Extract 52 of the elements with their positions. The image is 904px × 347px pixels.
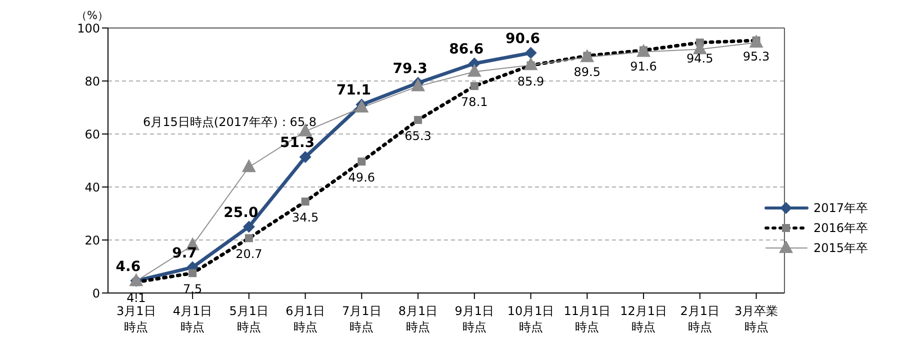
data-label: 85.9 xyxy=(517,74,544,88)
data-label: 86.6 xyxy=(449,42,484,58)
data-label: 65.3 xyxy=(404,128,432,143)
x-tick-label: 7月1日時点 xyxy=(342,304,382,334)
annotation: 6月15日時点(2017年卒)：65.8 xyxy=(143,115,317,129)
x-tick-label: 11月1日時点 xyxy=(564,304,611,334)
y-tick-label: 100 xyxy=(77,21,100,36)
data-label: 34.5 xyxy=(292,210,319,225)
data-label: 90.6 xyxy=(506,30,540,47)
data-label: 49.6 xyxy=(348,170,376,185)
x-tick-label: 2月1日時点 xyxy=(680,304,720,334)
point xyxy=(411,78,426,92)
data-label: 25.0 xyxy=(224,204,258,221)
data-label: 4.6 xyxy=(116,258,141,275)
point xyxy=(692,41,707,54)
x-tick-label: 12月1日時点 xyxy=(620,304,667,334)
data-label: 89.5 xyxy=(574,64,601,79)
legend-label: 2016年卒 xyxy=(813,220,868,236)
data-label: 9.7 xyxy=(172,245,197,262)
y-tick-label: 80 xyxy=(84,74,100,88)
legend-label: 2015年卒 xyxy=(813,240,868,256)
y-tick-label: 20 xyxy=(84,233,100,248)
x-tick-label: 6月1日時点 xyxy=(286,304,325,334)
point xyxy=(524,46,537,59)
data-label: 4.1 xyxy=(126,291,146,306)
data-label: 78.1 xyxy=(461,95,488,110)
point xyxy=(636,44,651,57)
y-tick-label: 40 xyxy=(84,180,100,194)
x-tick-label: 5月1日時点 xyxy=(229,304,269,334)
x-tick-label: 10月1日時点 xyxy=(507,304,554,334)
point xyxy=(749,34,764,48)
data-label: 95.3 xyxy=(742,49,770,64)
x-tick-label: 8月1日時点 xyxy=(398,304,438,334)
point xyxy=(242,220,255,233)
x-tick-label: 3月卒業時点 xyxy=(734,304,778,334)
x-tick-label: 3月1日時点 xyxy=(116,304,156,334)
data-label: 51.3 xyxy=(280,135,315,152)
x-tick-label: 9月1日時点 xyxy=(454,304,494,334)
y-tick-label: 0 xyxy=(92,286,100,300)
point xyxy=(242,159,256,172)
data-label: 94.5 xyxy=(686,52,714,66)
point xyxy=(467,64,482,77)
y-tick-label: 60 xyxy=(84,127,100,142)
data-label: 71.1 xyxy=(336,82,371,99)
data-label: 91.6 xyxy=(630,59,657,74)
x-tick-label: 4月1日時点 xyxy=(172,304,212,334)
data-label: 20.7 xyxy=(236,247,262,262)
y-axis-title: （%） xyxy=(76,8,108,23)
point xyxy=(580,49,594,62)
data-label: 79.3 xyxy=(392,60,428,77)
point xyxy=(299,151,312,164)
legend-label: 2017年卒 xyxy=(813,200,868,216)
